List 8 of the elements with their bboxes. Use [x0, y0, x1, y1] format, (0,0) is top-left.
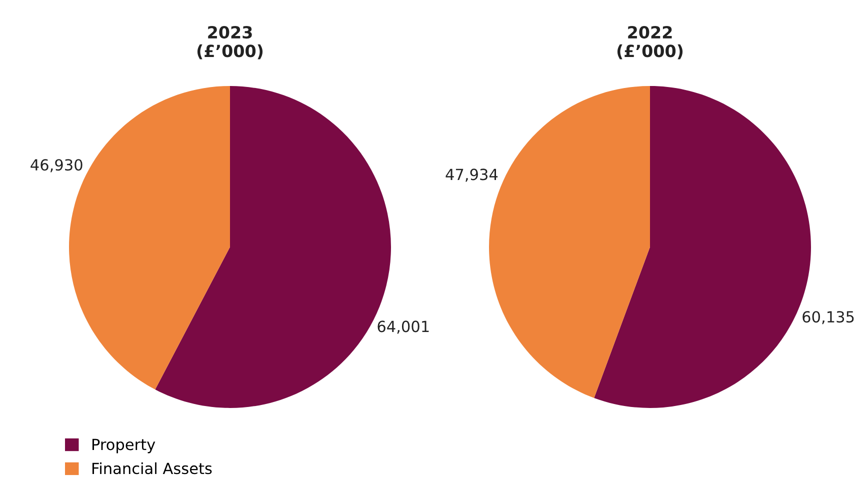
- data-label: 60,135: [802, 311, 854, 324]
- data-label: 46,930: [30, 159, 82, 172]
- data-label: 47,934: [446, 168, 498, 182]
- chart-title: 2023 (£’000): [197, 26, 263, 60]
- data-label: 64,001: [378, 320, 429, 334]
- legend-label: Property: [92, 438, 156, 454]
- legend-label: Financial Assets: [92, 462, 212, 474]
- chart-title: 2022 (£’000): [617, 26, 683, 60]
